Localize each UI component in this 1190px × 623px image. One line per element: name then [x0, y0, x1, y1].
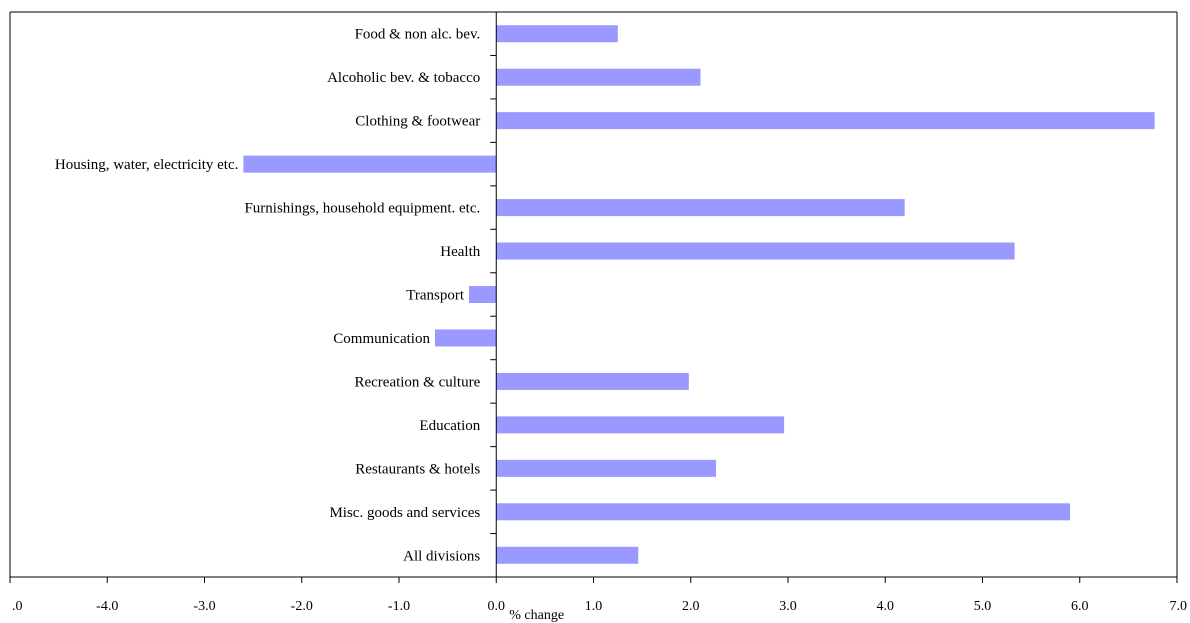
category-label: Education	[419, 418, 480, 434]
category-label: Communication	[333, 331, 430, 347]
plot-frame	[9, 11, 1178, 577]
x-tick-label: 1.0	[585, 599, 603, 614]
category-label: Clothing & footwear	[355, 114, 480, 130]
bar	[496, 503, 1071, 521]
axes-group	[9, 11, 1178, 583]
x-tick-label: -1.0	[388, 599, 410, 614]
bars-group	[243, 25, 1155, 564]
bar	[496, 68, 701, 86]
bar	[496, 416, 785, 434]
x-tick-label: -3.0	[193, 599, 215, 614]
category-label: Housing, water, electricity etc.	[55, 157, 239, 173]
category-label: Food & non alc. bev.	[355, 27, 481, 43]
category-labels: Food & non alc. bev. Alcoholic bev. & tob…	[55, 27, 481, 565]
x-tick-label: 2.0	[682, 599, 700, 614]
category-label: Transport	[406, 288, 465, 304]
category-label: Misc. goods and services	[329, 505, 480, 521]
x-tick-labels: .0 -4.0 -3.0 -2.0 -1.0 0.0 1.0 2.0 3.0 4.0 5.0 6.0 7…	[12, 599, 1187, 614]
x-tick-label: 6.0	[1071, 599, 1089, 614]
category-label: Recreation & culture	[354, 374, 480, 390]
bar	[496, 459, 717, 477]
bar	[243, 155, 497, 173]
category-label: Alcoholic bev. & tobacco	[327, 70, 480, 86]
x-tick-label: 7.0	[1170, 599, 1188, 614]
x-tick-label: -4.0	[96, 599, 118, 614]
bar	[496, 372, 689, 390]
bar	[496, 25, 618, 43]
bar	[496, 546, 639, 564]
bar	[469, 286, 497, 303]
x-tick-label: 5.0	[974, 599, 992, 614]
category-label: All divisions	[403, 548, 480, 564]
x-axis-title: % change	[509, 608, 564, 623]
category-label: Restaurants & hotels	[355, 461, 480, 477]
bar	[496, 199, 905, 217]
category-label: Furnishings, household equipment. etc.	[244, 201, 480, 217]
bar	[434, 329, 497, 347]
x-tick-label: 4.0	[877, 599, 895, 614]
category-label: Health	[440, 244, 480, 260]
x-tick-label: -2.0	[291, 599, 313, 614]
x-tick-label: 3.0	[779, 599, 797, 614]
x-tick-label: .0	[12, 599, 23, 614]
bar	[496, 112, 1155, 130]
x-tick-label: 0.0	[488, 599, 506, 614]
bar	[496, 242, 1015, 260]
